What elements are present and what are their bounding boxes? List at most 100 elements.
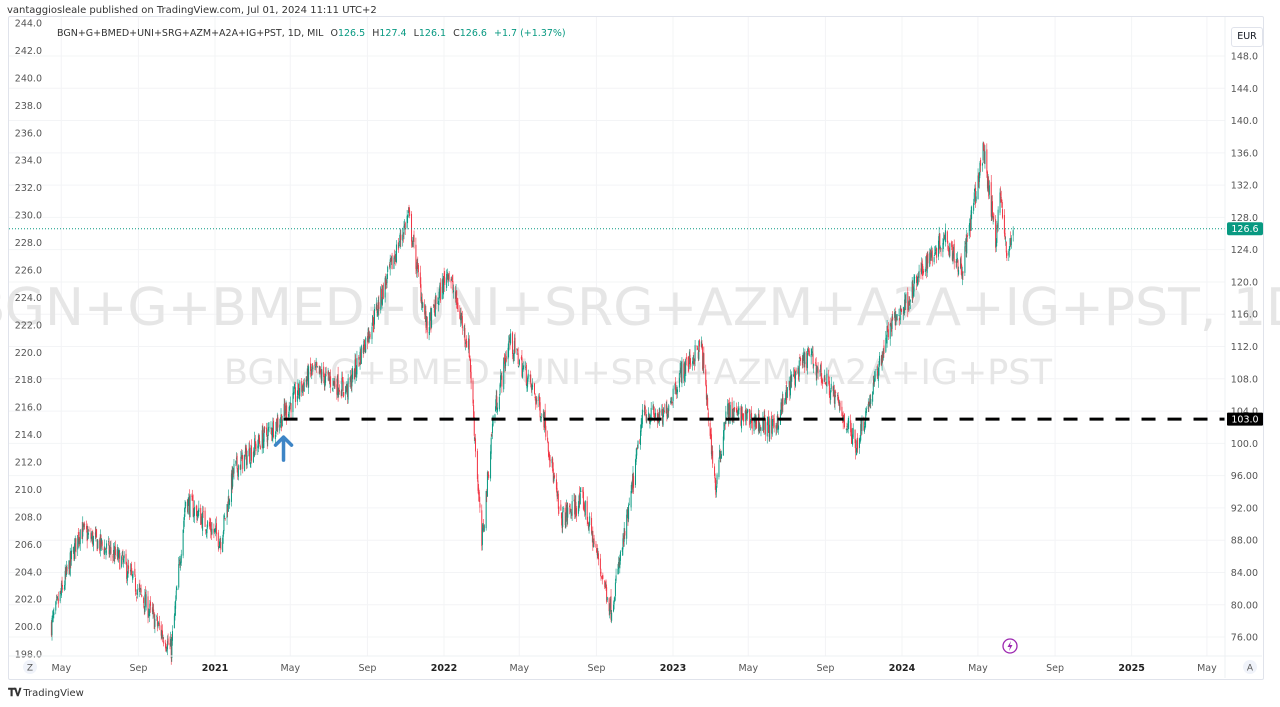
candle-body — [944, 230, 946, 243]
candle-body — [719, 450, 721, 459]
candle-body — [411, 241, 413, 246]
candle-body — [829, 396, 831, 397]
candle-body — [356, 357, 358, 375]
candle-body — [512, 354, 514, 357]
candle-body — [636, 447, 638, 456]
candle-body — [560, 513, 562, 519]
candle-body — [192, 495, 194, 501]
candle-body — [341, 378, 343, 396]
candle-body — [712, 450, 714, 464]
candle-body — [429, 313, 431, 315]
candle-body — [784, 398, 786, 400]
candle-body — [508, 341, 510, 351]
candle-body — [692, 356, 694, 365]
candle-body — [760, 427, 762, 431]
candle-body — [57, 598, 59, 604]
scale-z-button[interactable]: Z — [23, 660, 37, 674]
time-tick-label: May — [1197, 663, 1217, 674]
candle-body — [749, 408, 751, 426]
candle-body — [650, 407, 652, 419]
chart-frame[interactable] — [8, 16, 1264, 680]
candle-body — [529, 375, 531, 377]
candle-body — [922, 266, 924, 274]
candle-body — [154, 618, 156, 627]
candle-body — [382, 285, 384, 301]
candle-body — [65, 570, 67, 575]
candle-body — [948, 251, 950, 254]
candle-body — [614, 596, 616, 602]
candle-body — [874, 378, 876, 383]
candle-body — [791, 374, 793, 382]
candle-body — [742, 413, 744, 422]
lightning-event-icon[interactable] — [1002, 638, 1018, 654]
candle-body — [596, 547, 598, 553]
candle-body — [960, 255, 962, 268]
candle-body — [217, 532, 219, 547]
candle-body — [439, 285, 441, 293]
candle-body — [781, 398, 783, 412]
candle-body — [136, 589, 138, 595]
candle-body — [223, 515, 225, 532]
candle-body — [522, 368, 524, 378]
candle-body — [623, 527, 625, 542]
candle-body — [943, 239, 945, 245]
candle-body — [187, 499, 189, 512]
currency-button[interactable]: EUR — [1231, 27, 1263, 47]
candle-body — [602, 575, 604, 579]
candle-body — [424, 311, 426, 317]
candle-body — [744, 410, 746, 422]
candle-body — [206, 529, 208, 534]
support-price-label: 103.0 — [1231, 415, 1258, 426]
candle-body — [631, 482, 633, 490]
candle-body — [514, 337, 516, 353]
candle-body — [816, 367, 818, 379]
candle-body — [684, 363, 686, 374]
candle-body — [307, 368, 309, 386]
candle-body — [1000, 197, 1002, 199]
candle-body — [921, 260, 923, 269]
candle-body — [830, 390, 832, 400]
candle-body — [354, 359, 356, 378]
candle-body — [707, 412, 709, 421]
candle-body — [299, 381, 301, 397]
candle-body — [688, 351, 690, 365]
candle-body — [214, 528, 216, 532]
candle-body — [329, 378, 331, 382]
candle-body — [508, 337, 510, 341]
candle-body — [574, 501, 576, 514]
candle-body — [782, 397, 784, 406]
candle-body — [118, 550, 120, 553]
candle-body — [306, 368, 308, 380]
arrow-up-icon[interactable] — [273, 435, 294, 462]
last-price-label: 126.6 — [1231, 224, 1258, 235]
candle-body — [143, 597, 145, 604]
candle-body — [636, 447, 638, 450]
candle-body — [575, 501, 577, 511]
candle-body — [363, 339, 365, 350]
candle-body — [378, 302, 380, 309]
candle-body — [403, 225, 405, 235]
candle-body — [82, 524, 84, 527]
candle-body — [117, 551, 119, 560]
candle-body — [627, 509, 629, 522]
candle-body — [697, 347, 699, 350]
candle-body — [894, 312, 896, 318]
right-tick-label: 132.0 — [1231, 181, 1258, 192]
tradingview-logo[interactable]: 𝐓𝐕 TradingView — [8, 686, 84, 699]
candle-body — [672, 388, 674, 401]
candle-body — [377, 311, 379, 316]
candle-body — [649, 420, 651, 423]
candle-body — [890, 323, 892, 332]
candle-body — [864, 422, 866, 425]
candle-body — [957, 260, 959, 272]
watermark-line1: BGN+G+BMED+UNI+SRG+AZM+A2A+IG+PST, 1D — [0, 278, 1280, 338]
candle-body — [205, 529, 207, 531]
candle-body — [793, 374, 795, 376]
candle-body — [690, 363, 692, 367]
candle-body — [874, 371, 876, 381]
candle-body — [363, 340, 365, 353]
scale-auto-button[interactable]: A — [1243, 660, 1257, 674]
candle-body — [917, 275, 919, 278]
candle-body — [869, 398, 871, 405]
